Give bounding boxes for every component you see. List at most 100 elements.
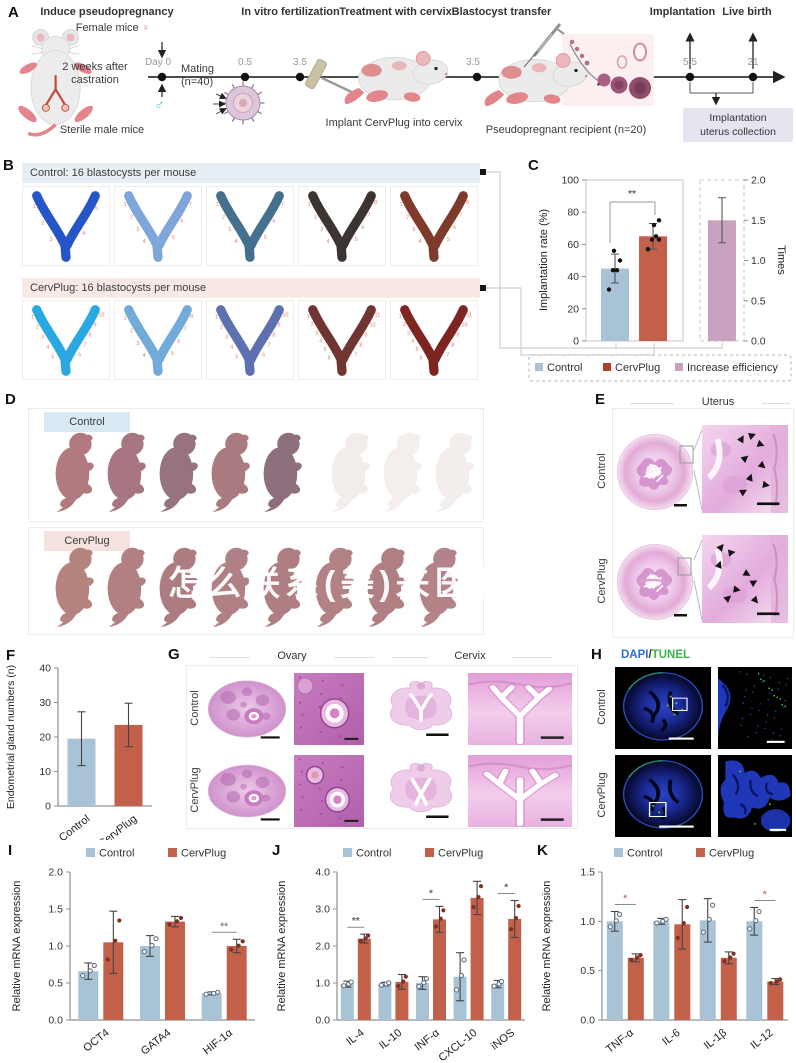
site-number: 4	[411, 339, 414, 345]
site-number: 4	[82, 231, 85, 237]
data-point	[461, 957, 467, 963]
castration-label: 2 weeks after castration	[62, 61, 128, 86]
panel-label-g: G	[168, 646, 180, 663]
data-point	[491, 983, 497, 989]
panel-i-mrna-chart: I 0.0 0.5 1.0 1.5 2.0 Relative mRNA expressio…	[0, 840, 265, 1063]
site-number: 8	[359, 343, 362, 349]
legend-label: Increase efficiency	[687, 362, 778, 374]
site-number: 6	[420, 355, 423, 361]
panel-label-e: E	[595, 391, 606, 408]
cervixZoom-art	[468, 673, 572, 745]
site-number: 7	[368, 212, 371, 218]
y-tick-label: 40	[39, 663, 51, 675]
cervixZoom-art	[468, 755, 572, 827]
significance-marker: **	[352, 916, 360, 927]
uterus-photo: 1 2 3 4 5 6 11 10 9 8 7	[298, 300, 386, 380]
control-chip: Control	[44, 412, 130, 432]
legend-label: CervPlug	[181, 848, 226, 860]
site-number: 10	[283, 313, 289, 319]
bar-GATA4	[165, 921, 185, 1020]
uterus-v-shape: 12 34 87 65	[124, 305, 193, 376]
legend-swatch-cervplug	[168, 848, 177, 857]
y-axis-label: Implantation rate (%)	[538, 209, 550, 311]
dapi-label: DAPI	[621, 649, 649, 661]
uterus-photo: 1 2 3 4 5 10 9 8 7 6	[22, 300, 110, 380]
pup-icon	[206, 430, 254, 514]
data-point	[378, 982, 384, 988]
bar-IL-6	[653, 921, 670, 1020]
site-number: 10	[99, 313, 105, 319]
bar-OCT4	[103, 942, 124, 1020]
x-category-label: GATA4	[139, 1027, 174, 1058]
data-point	[654, 920, 660, 926]
timeline-tick-21: 21	[747, 57, 759, 68]
data-point	[167, 922, 172, 927]
site-number: 11	[467, 313, 473, 319]
bar-IL-1β	[720, 957, 737, 1020]
bar-iNOS	[491, 984, 505, 1020]
site-number: 2	[36, 325, 39, 331]
panel-label-j: J	[272, 842, 281, 859]
syringe-icon	[523, 23, 565, 68]
bar-CervPlug	[639, 236, 667, 341]
mouse-top-view	[18, 29, 93, 137]
bar-iNOS	[508, 919, 522, 1020]
site-number: 8	[88, 333, 91, 339]
pup-icon	[50, 430, 98, 514]
site-number: 1	[124, 316, 127, 322]
ovary-photo	[204, 755, 290, 827]
stage-title-pseudopregnancy: Induce pseudopregnancy	[40, 6, 174, 18]
x-category-label: CervPlug	[96, 813, 139, 840]
data-point	[617, 258, 623, 263]
y-axis-label: Relative mRNA expression	[541, 881, 553, 1012]
ovary-title: Ovary	[277, 650, 307, 662]
uterus-zoom-photo	[702, 535, 788, 623]
y-tick-label: 20	[567, 303, 579, 315]
site-number: 10	[461, 323, 467, 329]
site-number: 8	[190, 314, 193, 320]
male-icon: ♂	[154, 96, 165, 112]
data-point	[513, 916, 519, 921]
dapi-tunel-title: DAPI/TUNEL	[621, 649, 690, 661]
fluor-art	[615, 755, 711, 837]
data-point	[706, 916, 712, 922]
y-tick-label: 0.5	[48, 978, 63, 990]
site-number: 3	[412, 227, 415, 233]
legend-swatch-cervplug	[425, 848, 434, 857]
data-point	[675, 935, 680, 940]
fluorescence-photo	[615, 755, 711, 837]
data-point	[178, 915, 184, 921]
data-point	[203, 991, 209, 997]
fluorescence-zoom-photo	[718, 667, 792, 749]
site-number: 7	[446, 352, 449, 358]
data-point	[756, 909, 762, 915]
data-point	[663, 916, 669, 922]
panel-label-c: C	[528, 157, 539, 174]
timeline-dot	[240, 72, 250, 82]
cervix-zoom-photo	[468, 755, 572, 827]
x-category-label: iNOS	[489, 1027, 517, 1053]
legend-label: CervPlug	[615, 362, 660, 374]
site-number: 3	[50, 237, 53, 243]
panel-d-pups: D Control CervPlug 怎么联系(美)来医程?变	[0, 390, 590, 645]
data-point	[731, 951, 736, 956]
x-category-label: IL-10	[377, 1027, 404, 1052]
data-point	[240, 939, 245, 944]
data-point	[149, 942, 155, 949]
site-number: 5	[415, 347, 418, 353]
x-category-label: IL-4	[344, 1027, 366, 1048]
site-number: 6	[177, 339, 180, 345]
site-number: 2	[311, 322, 314, 328]
data-point	[649, 237, 655, 242]
stage-title-livebirth: Live birth	[722, 6, 772, 18]
bar-IL-10	[378, 984, 392, 1020]
site-number: 5	[355, 237, 358, 243]
pup-icon	[378, 430, 426, 514]
y-axis-label: Relative mRNA expression	[276, 881, 288, 1012]
gland-numbers-chart: 0 10 20 30 40 Endometrial gland numbers (n) Co…	[5, 663, 152, 840]
uterus-photo: 1 2 3 5 4	[22, 186, 110, 266]
